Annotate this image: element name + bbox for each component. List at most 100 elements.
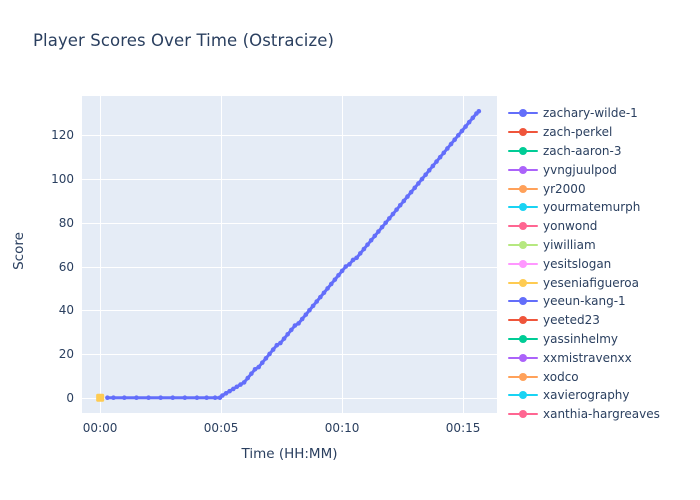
x-axis-tick-label: 00:00 [82, 421, 118, 435]
legend-item-label: yvngjuulpod [543, 162, 617, 177]
series-marker [245, 375, 251, 381]
plot-area[interactable] [82, 96, 497, 413]
y-axis-tick-label: 0 [66, 390, 74, 405]
legend-item-zachary-wilde-1[interactable]: zachary-wilde-1 [508, 104, 698, 123]
series-marker [336, 272, 341, 278]
gridline-horizontal [82, 222, 497, 224]
gridline-horizontal [82, 397, 497, 399]
series-marker [256, 364, 261, 370]
legend-item-label: yr2000 [543, 181, 586, 196]
legend-item-yourmatemurph[interactable]: yourmatemurph [508, 198, 698, 217]
y-axis-tick-label: 80 [58, 215, 74, 230]
legend-item-yvngjuulpod[interactable]: yvngjuulpod [508, 160, 698, 179]
legend-item-yeeun-kang-1[interactable]: yeeun-kang-1 [508, 292, 698, 311]
gridline-horizontal [82, 266, 497, 268]
y-axis-tick-label: 40 [58, 303, 74, 318]
legend-swatch-icon [508, 201, 538, 213]
series-marker [296, 321, 301, 326]
legend-item-yonwond[interactable]: yonwond [508, 217, 698, 236]
series-marker [307, 307, 312, 313]
series-marker [292, 323, 298, 328]
chart-legend[interactable]: zachary-wilde-1 zach-perkel zach-aaron-3 yv… [508, 104, 698, 422]
series-marker [270, 347, 276, 352]
legend-item-label: zach-aaron-3 [543, 143, 622, 158]
series-marker [158, 395, 163, 401]
legend-item-label: yesitslogan [543, 256, 612, 271]
series-marker [303, 312, 309, 317]
series-marker [318, 294, 323, 300]
legend-item-label: yourmatemurph [543, 200, 641, 215]
gridline-horizontal [82, 179, 497, 181]
series-marker [343, 264, 349, 269]
series-marker [241, 380, 247, 385]
series-marker [466, 119, 472, 125]
legend-item-yeeted23[interactable]: yeeted23 [508, 311, 698, 330]
legend-item-label: yassinhelmy [543, 331, 619, 346]
legend-item-xxmistravenxx[interactable]: xxmistravenxx [508, 348, 698, 367]
legend-swatch-icon [508, 371, 538, 383]
y-axis-title: Score [11, 232, 27, 270]
gridline-horizontal [82, 135, 497, 137]
series-marker [238, 382, 243, 387]
x-axis-ticks: 00:00 00:05 00:10 00:15 [82, 421, 497, 441]
legend-swatch-icon [508, 352, 538, 364]
legend-item-label: xodco [543, 369, 579, 384]
legend-item-xodco[interactable]: xodco [508, 367, 698, 386]
legend-item-label: yonwond [543, 219, 598, 234]
legend-item-zach-perkel[interactable]: zach-perkel [508, 123, 698, 142]
series-marker [267, 351, 272, 357]
series-marker [170, 395, 176, 401]
series-marker [430, 163, 436, 169]
series-marker [383, 220, 388, 226]
series-marker [146, 395, 151, 401]
x-axis-tick-label: 00:15 [445, 421, 481, 435]
legend-swatch-icon [508, 239, 538, 251]
legend-item-yesitslogan[interactable]: yesitslogan [508, 254, 698, 273]
data-series-layer [96, 109, 482, 402]
series-marker [325, 286, 330, 291]
gridline-vertical [221, 96, 223, 413]
legend-item-yr2000[interactable]: yr2000 [508, 179, 698, 198]
gridline-horizontal [82, 310, 497, 312]
series-marker [412, 185, 418, 191]
legend-swatch-icon [508, 389, 538, 401]
legend-item-label: yeeun-kang-1 [543, 294, 626, 309]
legend-item-label: zachary-wilde-1 [543, 106, 638, 121]
series-marker [134, 395, 139, 401]
x-axis-tick-label: 00:10 [324, 421, 360, 435]
series-marker [281, 336, 287, 341]
legend-swatch-icon [508, 314, 538, 326]
series-marker [105, 395, 110, 401]
legend-item-xanthia-hargreaves[interactable]: xanthia-hargreaves [508, 405, 698, 422]
series-marker [310, 303, 316, 309]
legend-item-yeseniafigueroa[interactable]: yeseniafigueroa [508, 273, 698, 292]
legend-swatch-icon [508, 295, 538, 307]
legend-swatch-icon [508, 258, 538, 270]
series-marker [274, 342, 280, 348]
series-marker [476, 109, 482, 114]
legend-item-label: xavierography [543, 388, 630, 403]
gridline-horizontal [82, 354, 497, 355]
series-marker [220, 393, 225, 398]
legend-swatch-icon [508, 145, 538, 157]
legend-item-xavierography[interactable]: xavierography [508, 386, 698, 405]
series-marker [263, 356, 269, 361]
chart-title: Player Scores Over Time (Ostracize) [33, 31, 334, 50]
series-marker [368, 237, 374, 243]
series-marker [452, 137, 457, 143]
series-marker [426, 168, 432, 173]
series-marker [314, 299, 320, 304]
legend-item-yiwilliam[interactable]: yiwilliam [508, 236, 698, 255]
legend-item-label: zach-perkel [543, 125, 613, 140]
series-line [105, 109, 481, 400]
y-axis-tick-label: 20 [58, 347, 74, 361]
series-marker [230, 386, 236, 392]
legend-item-yassinhelmy[interactable]: yassinhelmy [508, 330, 698, 349]
legend-item-zach-aaron-3[interactable]: zach-aaron-3 [508, 142, 698, 161]
series-marker [234, 384, 240, 390]
series-marker [470, 115, 476, 121]
legend-item-label: yiwilliam [543, 237, 596, 252]
legend-swatch-icon [508, 164, 538, 176]
series-marker [259, 360, 265, 366]
series-marker [350, 257, 356, 263]
